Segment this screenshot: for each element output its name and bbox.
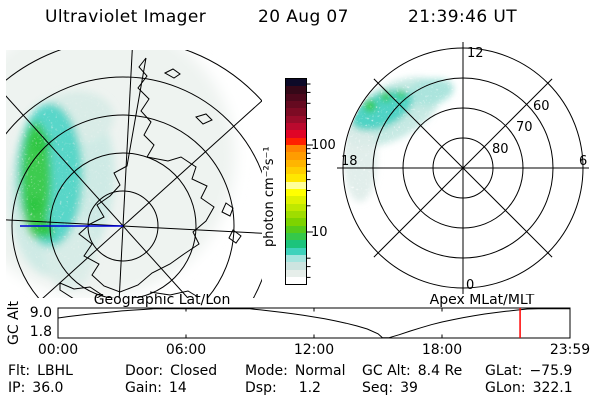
mode-field: Mode: Normal: [245, 363, 346, 379]
mlat-label-80: 80: [492, 142, 509, 157]
orbit-strip-chart: Geographic Lat/Lon Apex MLat/MLT 9.0 1.8…: [6, 294, 590, 358]
orbit-altitude-curve: [57, 308, 570, 339]
colorbar-band: [286, 188, 306, 197]
colorbar-band: [286, 86, 306, 94]
colorbar-band: [286, 79, 306, 87]
colorbar-band: [286, 152, 306, 160]
mlat-label-60: 60: [533, 99, 550, 114]
time-tick-label: 23:59: [550, 342, 590, 358]
colorbar-band: [286, 247, 306, 255]
colorbar-band: [286, 115, 306, 123]
apex-polar-panel: 12 18 6 0 80 70 60: [337, 42, 589, 294]
header-date: 20 Aug 07: [258, 7, 349, 27]
colorbar: [285, 78, 307, 285]
colorbar-band: [286, 181, 306, 189]
colorbar-band: [286, 100, 306, 109]
polar-panel-title: Apex MLat/MLT: [430, 294, 535, 308]
colorbar-band: [286, 254, 306, 263]
time-tick-label: 00:00: [38, 342, 78, 358]
colorbar-band: [286, 240, 306, 248]
colorbar-band: [286, 276, 306, 285]
colorbar-tick-label-10: 10: [311, 225, 328, 240]
colorbar-band: [286, 159, 306, 167]
strip-chart-ticks: [185, 308, 443, 338]
mlat-label-70: 70: [516, 120, 533, 135]
geo-panel-title: Geographic Lat/Lon: [94, 294, 231, 308]
colorbar-ticks: [307, 83, 313, 278]
colorbar-band: [286, 137, 306, 145]
colorbar-band: [286, 232, 306, 241]
colorbar-band: [286, 93, 306, 101]
gc-alt-axis-label: GC Alt: [6, 300, 22, 345]
time-tick-label: 06:00: [166, 342, 206, 358]
colorbar-tick-label-100: 100: [311, 138, 336, 153]
mlat-mlt-grid: [337, 42, 589, 294]
door-field: Door: Closed: [125, 363, 218, 379]
seq-field: Seq: 39: [362, 380, 418, 396]
colorbar-band: [286, 218, 306, 226]
time-tick-label: 18:00: [422, 342, 462, 358]
colorbar-band: [286, 196, 306, 204]
colorbar-band: [286, 203, 306, 211]
glon-field: GLon: 322.1: [485, 380, 573, 396]
mlt-label-0: 0: [466, 278, 474, 293]
aurora-emission-polar: [344, 77, 454, 202]
colorbar-band: [286, 122, 306, 131]
header-time: 21:39:46 UT: [408, 7, 517, 27]
y-max-label: 9.0: [30, 305, 52, 321]
app-title: Ultraviolet Imager: [45, 7, 207, 27]
flt-field: Flt: LBHL: [8, 363, 73, 379]
colorbar-band: [286, 269, 306, 277]
gain-field: Gain: 14: [125, 380, 187, 396]
dsp-field: Dsp: 1.2: [245, 380, 321, 396]
colorbar-unit-label: photon cm⁻²s⁻¹: [262, 146, 277, 247]
mlt-label-6: 6: [579, 154, 587, 169]
colorbar-band: [286, 174, 306, 182]
y-min-label: 1.8: [30, 324, 52, 340]
glat-field: GLat: −75.9: [485, 363, 573, 379]
mlt-label-18: 18: [341, 154, 358, 169]
colorbar-band: [286, 262, 306, 270]
colorbar-band: [286, 166, 306, 175]
mlt-label-12: 12: [467, 46, 484, 61]
time-tick-label: 12:00: [294, 342, 334, 358]
antarctica-coastline: [59, 57, 242, 298]
colorbar-band: [286, 108, 306, 116]
geographic-map-panel: [6, 50, 262, 298]
time-axis-labels: 00:00 06:00 12:00 18:00 23:59: [38, 342, 590, 358]
gc-alt-field: GC Alt: 8.4 Re: [362, 363, 463, 379]
ip-field: IP: 36.0: [8, 380, 64, 396]
colorbar-band: [286, 225, 306, 233]
colorbar-band: [286, 130, 306, 138]
colorbar-band: [286, 210, 306, 219]
colorbar-band: [286, 144, 306, 153]
